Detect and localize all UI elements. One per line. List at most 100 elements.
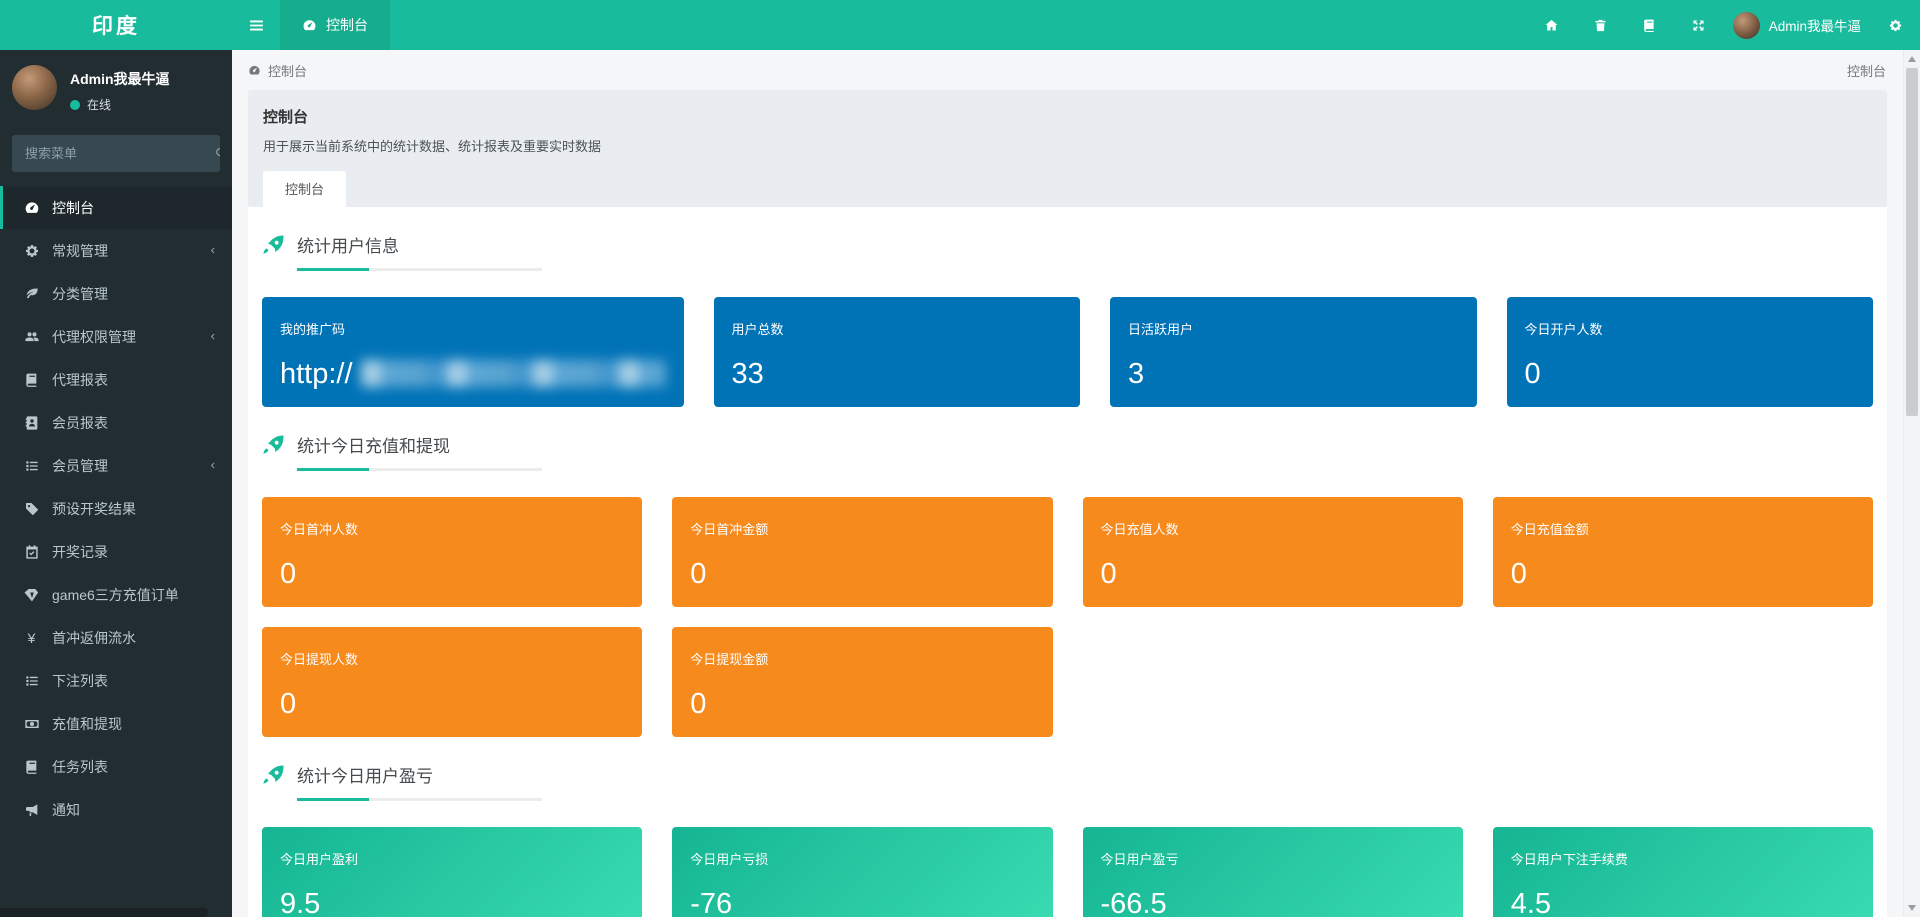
- book-icon: [22, 759, 41, 775]
- sidebar-item-game6三方充值订单[interactable]: game6三方充值订单: [0, 573, 232, 616]
- sidebar-item-label: 任务列表: [52, 758, 108, 775]
- rocket-icon: [262, 763, 286, 787]
- stat-card-今日用户盈亏: 今日用户盈亏 -66.5: [1082, 827, 1463, 917]
- section-title: 统计今日充值和提现: [248, 407, 1887, 457]
- stat-card-value: 4.5: [1510, 887, 1552, 917]
- navbar-book-button[interactable]: [1625, 0, 1674, 50]
- stat-card-value: 0: [280, 687, 297, 720]
- money-icon: [22, 716, 41, 732]
- gem-icon: [22, 587, 41, 603]
- section-underline: [297, 268, 542, 271]
- navbar-tab-dashboard[interactable]: 控制台: [280, 0, 390, 50]
- stat-card-value: 9.5: [280, 887, 321, 917]
- home-icon: [1544, 18, 1559, 33]
- stat-card-今日提现人数: 今日提现人数 0: [262, 627, 643, 737]
- sidebar-item-预设开奖结果[interactable]: 预设开奖结果: [0, 487, 232, 530]
- stat-card-grid: 我的推广码 http:// 用户总数 33 日活跃用户 3 今日开户人数 0: [248, 271, 1887, 407]
- stat-card-label: 今日用户下注手续费: [1510, 852, 1628, 867]
- bullhorn-icon: [22, 802, 41, 818]
- chevron-left-icon: [207, 245, 218, 256]
- navbar-trash-button[interactable]: [1576, 0, 1625, 50]
- navbar-home-button[interactable]: [1527, 0, 1576, 50]
- sidebar-username: Admin我最牛逼: [70, 71, 170, 87]
- stat-card-value: 0: [1510, 557, 1527, 590]
- stat-card-今日提现金额: 今日提现金额 0: [672, 627, 1053, 737]
- stat-card-grid: 今日用户盈利 9.5 今日用户亏损 -76 今日用户盈亏 -66.5 今日用户下注手续费 4.…: [248, 801, 1887, 917]
- sidebar-horizontal-scrollbar[interactable]: [0, 908, 208, 917]
- sidebar-item-会员管理[interactable]: 会员管理: [0, 444, 232, 487]
- sidebar-item-分类管理[interactable]: 分类管理: [0, 272, 232, 315]
- sidebar-item-label: 通知: [52, 801, 80, 818]
- sidebar-item-下注列表[interactable]: 下注列表: [0, 659, 232, 702]
- page-header-panel: 控制台 用于展示当前系统中的统计数据、统计报表及重要实时数据 控制台: [248, 90, 1887, 207]
- sidebar-item-label: 代理权限管理: [52, 328, 136, 345]
- sidebar-item-label: 首冲返佣流水: [52, 629, 136, 646]
- search-input[interactable]: [12, 146, 214, 161]
- book-icon: [22, 372, 41, 388]
- stat-card-label: 我的推广码: [280, 322, 346, 337]
- leaf-icon: [22, 286, 41, 302]
- sidebar-user-status: 在线: [70, 96, 170, 113]
- stat-card-label: 今日用户亏损: [690, 852, 769, 867]
- main-content: 控制台 控制台 控制台 用于展示当前系统中的统计数据、统计报表及重要实时数据 控…: [232, 0, 1920, 917]
- scroll-up-arrow[interactable]: [1904, 51, 1920, 67]
- stat-card-label: 今日首冲人数: [280, 522, 359, 537]
- sidebar-menu: 控制台常规管理分类管理代理权限管理代理报表 会员报表 会员管理预设开奖结果 开奖记录 g…: [0, 186, 232, 831]
- navbar-right-group: Admin我最牛逼: [1527, 0, 1920, 50]
- tags-icon: [22, 501, 41, 517]
- stat-card-label: 今日首冲金额: [690, 522, 769, 537]
- stat-card-value: 0: [1524, 357, 1541, 390]
- navbar-user-menu[interactable]: Admin我最牛逼: [1723, 0, 1871, 50]
- stat-card-value: 33: [731, 357, 764, 390]
- page-title: 控制台: [263, 109, 309, 126]
- sidebar-item-代理权限管理[interactable]: 代理权限管理: [0, 315, 232, 358]
- sidebar-item-充值和提现[interactable]: 充值和提现: [0, 702, 232, 745]
- tab-dashboard[interactable]: 控制台: [263, 171, 347, 207]
- cogs-icon: [22, 243, 41, 259]
- stat-card-今日首冲人数: 今日首冲人数 0: [262, 497, 643, 607]
- online-status-dot: [70, 99, 80, 110]
- stat-card-label: 日活跃用户: [1128, 322, 1194, 337]
- scroll-down-arrow[interactable]: [1904, 900, 1920, 916]
- sidebar-item-label: 常规管理: [52, 242, 108, 259]
- sidebar-item-label: 预设开奖结果: [52, 500, 136, 517]
- sidebar-item-控制台[interactable]: 控制台: [0, 186, 232, 229]
- section-title-text: 统计今日用户盈亏: [297, 767, 433, 786]
- section-title: 统计今日用户盈亏: [248, 737, 1887, 787]
- stat-card-grid: 今日首冲人数 0 今日首冲金额 0 今日充值人数 0 今日充值金额 0 今日提现人数 0 今日提现金…: [248, 471, 1887, 737]
- stat-card-日活跃用户: 日活跃用户 3: [1110, 297, 1477, 407]
- sidebar-item-开奖记录[interactable]: 开奖记录: [0, 530, 232, 573]
- bars-icon: [248, 17, 265, 34]
- sidebar-item-代理报表[interactable]: 代理报表: [0, 358, 232, 401]
- dashboard-panel: 统计用户信息我的推广码 http:// 用户总数 33 日活跃用户 3 今日开户人数 0 统计今…: [248, 207, 1887, 917]
- stat-card-label: 用户总数: [731, 322, 784, 337]
- stat-card-label: 今日提现金额: [690, 652, 769, 667]
- stat-card-value: http://: [280, 358, 666, 392]
- navbar-username: Admin我最牛逼: [1768, 19, 1861, 34]
- stat-card-我的推广码: 我的推广码 http://: [262, 297, 684, 407]
- vertical-scrollbar[interactable]: [1903, 50, 1920, 917]
- sidebar-toggle-button[interactable]: [232, 0, 280, 50]
- avatar: [1732, 11, 1760, 39]
- sidebar-item-通知[interactable]: 通知: [0, 788, 232, 831]
- expand-icon: [1691, 18, 1706, 33]
- stat-card-value: -66.5: [1100, 887, 1167, 917]
- trash-icon: [1593, 18, 1608, 33]
- sidebar-item-任务列表[interactable]: 任务列表: [0, 745, 232, 788]
- navbar-settings-button[interactable]: [1871, 0, 1920, 50]
- search-icon[interactable]: [214, 135, 220, 172]
- section-title: 统计用户信息: [248, 207, 1887, 257]
- sidebar-item-label: 开奖记录: [52, 543, 108, 560]
- stat-card-今日用户盈利: 今日用户盈利 9.5: [262, 827, 643, 917]
- sidebar-item-会员报表[interactable]: 会员报表: [0, 401, 232, 444]
- stat-card-value: 3: [1128, 357, 1145, 390]
- sidebar-item-常规管理[interactable]: 常规管理: [0, 229, 232, 272]
- stat-card-label: 今日开户人数: [1524, 322, 1603, 337]
- breadcrumb-dashboard-link[interactable]: 控制台: [248, 61, 307, 80]
- navbar-expand-button[interactable]: [1674, 0, 1723, 50]
- stat-card-用户总数: 用户总数 33: [713, 297, 1081, 407]
- page-description: 用于展示当前系统中的统计数据、统计报表及重要实时数据: [263, 139, 602, 154]
- stat-card-label: 今日用户盈亏: [1100, 852, 1179, 867]
- sidebar-item-首冲返佣流水[interactable]: ¥ 首冲返佣流水: [0, 616, 232, 659]
- scrollbar-thumb[interactable]: [1906, 68, 1918, 416]
